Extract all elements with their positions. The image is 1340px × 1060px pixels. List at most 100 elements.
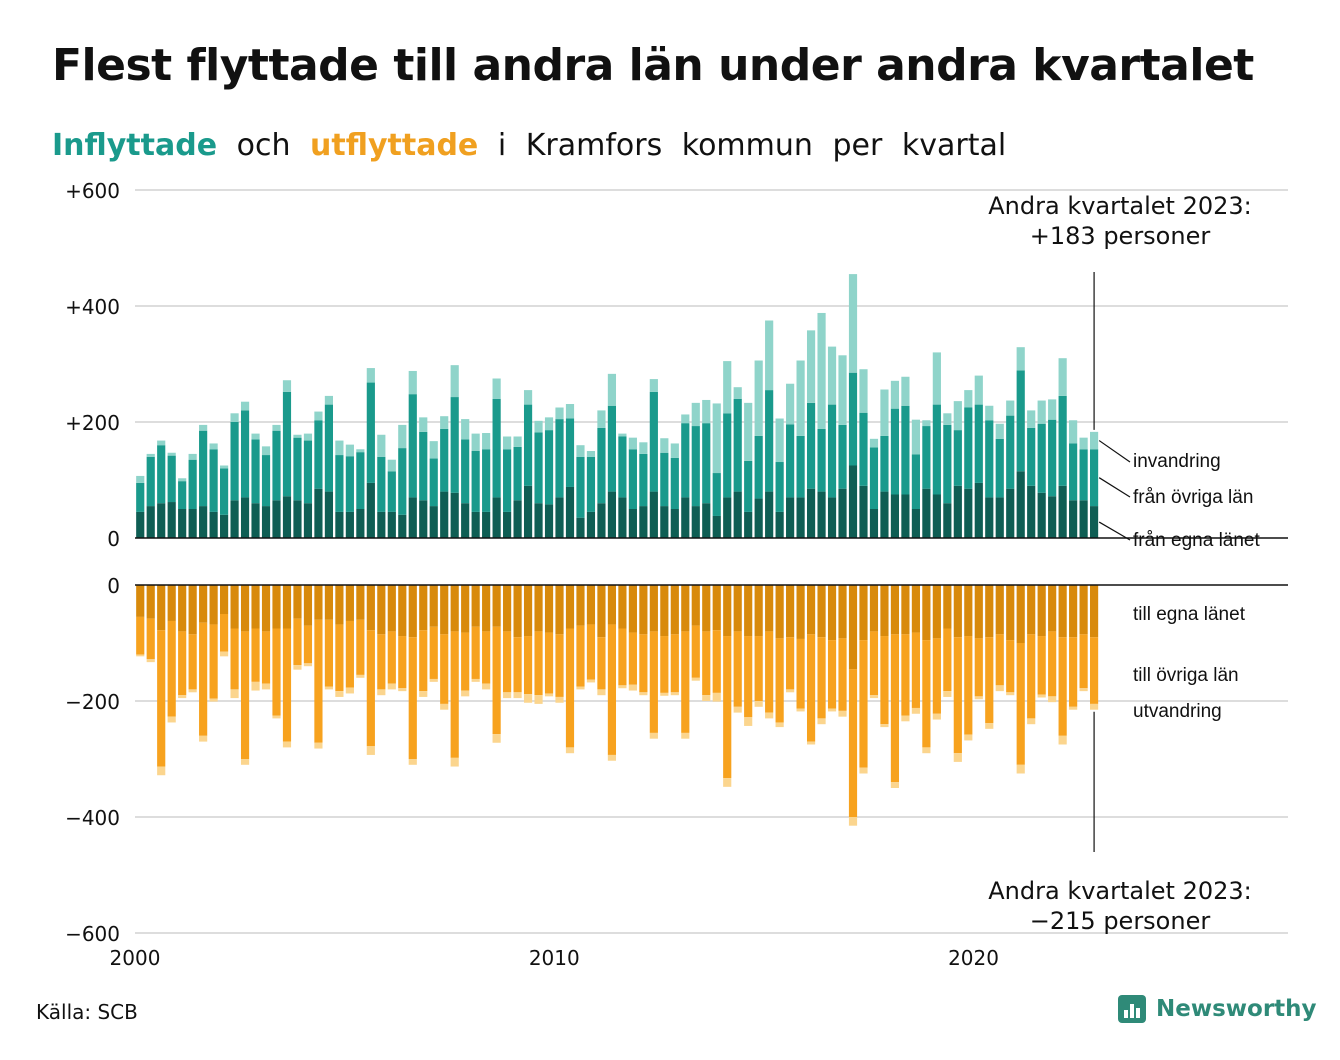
bar-out-segment <box>1037 585 1046 637</box>
bar-in-segment <box>461 439 470 504</box>
bar-in-segment <box>943 413 952 425</box>
bar-out-segment <box>744 585 753 637</box>
bar-in-segment <box>324 491 334 538</box>
bar-out-segment <box>576 625 585 687</box>
bar-out-segment <box>282 628 292 742</box>
bar-in-segment <box>712 473 721 516</box>
bar-out-segment <box>964 734 973 741</box>
bar-out-segment <box>869 631 879 696</box>
leader-line <box>1098 521 1131 541</box>
bar-out-segment <box>681 631 690 733</box>
bar-in-segment <box>199 506 208 538</box>
bar-out-segment <box>314 619 323 743</box>
bar-in-segment <box>408 370 417 395</box>
bar-in-segment <box>985 497 994 538</box>
bar-in-segment <box>136 482 145 512</box>
bar-out-segment <box>607 585 617 625</box>
bar-out-segment <box>890 585 900 635</box>
bar-out-segment <box>555 696 564 703</box>
bar-out-segment <box>324 619 334 687</box>
bar-out-segment <box>136 585 145 617</box>
bar-out-segment <box>586 679 596 683</box>
bar-in-segment <box>880 435 889 492</box>
label-till-ovriga-lan: till övriga län <box>1133 665 1239 686</box>
bar-out-segment <box>628 684 637 691</box>
bar-out-segment <box>911 632 920 708</box>
leader-line <box>1098 440 1131 463</box>
bar-in-segment <box>272 500 281 538</box>
bar-out-segment <box>565 747 575 754</box>
bar-in-segment <box>565 404 575 419</box>
bar-out-segment <box>146 659 155 663</box>
bar-in-segment <box>440 491 449 538</box>
bar-out-segment <box>1016 764 1025 774</box>
outflow-bars <box>136 585 1099 826</box>
bar-out-segment <box>335 585 344 625</box>
bar-out-segment <box>230 585 239 629</box>
bar-in-segment <box>827 497 837 538</box>
bar-out-segment <box>387 683 396 690</box>
bar-out-segment <box>618 685 627 689</box>
bar-in-segment <box>869 438 879 448</box>
bar-in-segment <box>890 408 900 495</box>
bar-in-segment <box>775 511 784 538</box>
bar-in-segment <box>618 497 627 538</box>
bar-out-segment <box>901 585 910 635</box>
bar-in-segment <box>628 449 637 509</box>
bar-out-segment <box>178 695 187 699</box>
bar-in-segment <box>544 504 554 538</box>
subtitle-word: i <box>497 128 507 163</box>
bar-out-segment <box>786 637 795 690</box>
bar-out-segment <box>251 681 260 691</box>
bar-in-segment <box>450 365 459 398</box>
bar-out-segment <box>586 624 596 680</box>
bar-out-segment <box>670 585 679 635</box>
bar-out-segment <box>482 683 491 690</box>
bar-out-segment <box>1048 696 1057 703</box>
bar-out-segment <box>649 732 658 739</box>
bar-in-segment <box>985 420 994 498</box>
bar-out-segment <box>932 713 941 720</box>
bar-out-segment <box>786 585 795 638</box>
bar-out-segment <box>555 585 564 635</box>
brand-logo[interactable]: Newsworthy <box>1118 995 1317 1023</box>
bar-in-segment <box>733 491 742 538</box>
bar-out-segment <box>953 585 962 638</box>
annotation-bottom-line2: −215 personer <box>1030 907 1211 935</box>
bar-out-segment <box>523 585 533 637</box>
bar-out-segment <box>859 585 868 641</box>
bar-in-segment <box>964 488 973 538</box>
bar-out-segment <box>649 585 658 632</box>
inflow-bars <box>136 274 1099 538</box>
bar-in-segment <box>1027 427 1036 486</box>
bar-out-segment <box>681 732 690 739</box>
bar-in-segment <box>953 485 962 538</box>
bar-in-segment <box>744 460 753 512</box>
bar-in-segment <box>691 402 700 427</box>
bar-in-segment <box>1058 485 1067 538</box>
bar-out-segment <box>345 620 354 688</box>
bar-in-segment <box>303 503 313 538</box>
bar-in-segment <box>513 446 522 501</box>
bar-in-segment <box>178 481 187 509</box>
bar-out-segment <box>628 585 637 633</box>
bar-out-segment <box>628 632 637 685</box>
bar-out-segment <box>712 585 721 631</box>
bar-out-segment <box>859 767 868 774</box>
bar-out-segment <box>377 585 386 635</box>
bar-in-segment <box>607 373 617 406</box>
bar-out-segment <box>450 585 459 632</box>
bar-out-segment <box>649 631 658 733</box>
subtitle-word: Kramfors <box>525 128 663 163</box>
bar-out-segment <box>1048 585 1057 632</box>
bar-in-segment <box>859 412 868 486</box>
bar-out-segment <box>146 618 155 660</box>
bar-out-segment <box>723 585 732 637</box>
bar-in-segment <box>1048 496 1057 538</box>
bar-in-segment <box>482 511 491 538</box>
bar-out-segment <box>377 689 386 696</box>
bar-out-segment <box>890 634 900 783</box>
bar-out-segment <box>744 636 753 718</box>
bar-in-segment <box>387 459 396 472</box>
bar-out-segment <box>240 759 250 765</box>
